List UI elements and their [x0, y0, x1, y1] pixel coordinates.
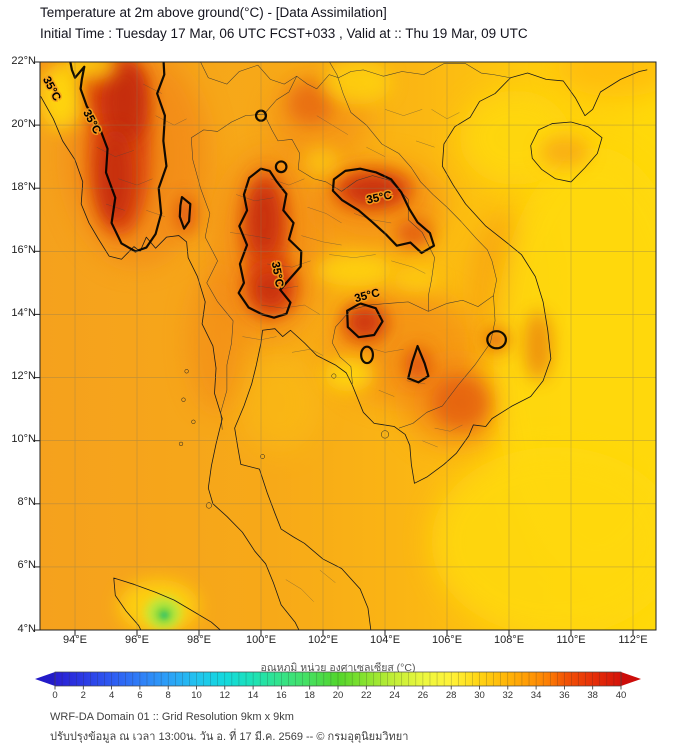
cb-tick-34: 34	[530, 690, 542, 701]
cb-tick-4: 4	[108, 690, 115, 701]
colorbar-right-arrow	[621, 672, 641, 686]
cb-tick-38: 38	[587, 690, 598, 701]
map-subtitle: Initial Time : Tuesday 17 Mar, 06 UTC FC…	[40, 26, 528, 41]
lat-tick-16n: 16°N	[11, 244, 36, 256]
cb-tick-40: 40	[615, 690, 627, 701]
contour-lines-35c	[69, 57, 505, 382]
lon-tick-106e: 106°E	[431, 634, 463, 646]
lon-tick-94e: 94°E	[63, 634, 87, 646]
colorbar-segment-separators	[61, 672, 615, 686]
colorbar-tick-marks	[54, 686, 622, 690]
cb-tick-22: 22	[361, 690, 372, 701]
lat-tick-10n: 10°N	[11, 433, 36, 445]
map-canvas: 35°C 35°C 35°C 35°C 35°C	[40, 57, 656, 632]
lat-tick-14n: 14°N	[11, 307, 36, 319]
cb-tick-14: 14	[247, 690, 259, 701]
footer-domain-info: WRF-DA Domain 01 :: Grid Resolution 9km …	[50, 711, 294, 723]
colorbar-title: อุณหภูมิ หน่วย องศาเซลเซียส (°C)	[260, 662, 416, 674]
axis-ticks	[34, 61, 634, 636]
lon-tick-98e: 98°E	[187, 634, 211, 646]
cb-tick-26: 26	[417, 690, 429, 701]
lat-tick-20n: 20°N	[11, 118, 36, 130]
colorbar	[35, 671, 641, 690]
country-borders	[191, 59, 510, 430]
lat-tick-12n: 12°N	[11, 370, 36, 382]
sea-yellow-blobs	[239, 90, 656, 630]
lon-tick-102e: 102°E	[307, 634, 339, 646]
lat-tick-8n: 8°N	[17, 496, 36, 508]
lat-tick-6n: 6°N	[17, 559, 36, 571]
lon-tick-100e: 100°E	[245, 634, 277, 646]
footer-update-info: ปรับปรุงข้อมูล ณ เวลา 13:00น. วัน อ. ที่…	[50, 731, 409, 743]
lon-tick-108e: 108°E	[493, 634, 525, 646]
cb-tick-6: 6	[137, 690, 143, 701]
cb-tick-18: 18	[304, 690, 315, 701]
temperature-green-spot	[144, 596, 182, 630]
lon-tick-96e: 96°E	[125, 634, 149, 646]
graticule	[40, 62, 656, 630]
cb-tick-2: 2	[80, 690, 86, 701]
geo-layer	[40, 57, 656, 632]
coastline	[41, 70, 647, 632]
cb-tick-36: 36	[559, 690, 570, 701]
cb-tick-8: 8	[165, 690, 171, 701]
colorbar-gradient-bar	[55, 672, 621, 686]
map-title: Temperature at 2m above ground(°C) - [Da…	[40, 5, 387, 20]
colorbar-left-arrow	[35, 672, 55, 686]
cb-tick-10: 10	[191, 690, 202, 701]
colorbar-outline	[54, 671, 622, 687]
lat-tick-22n: 22°N	[11, 55, 36, 67]
lon-tick-110e: 110°E	[556, 634, 586, 646]
temperature-map: 35°C 35°C 35°C 35°C 35°C	[34, 57, 657, 636]
cb-tick-24: 24	[389, 690, 400, 701]
cb-tick-32: 32	[502, 690, 514, 701]
cb-tick-16: 16	[276, 690, 287, 701]
cb-tick-30: 30	[474, 690, 485, 701]
map-frame	[39, 61, 657, 631]
lat-tick-18n: 18°N	[11, 181, 36, 193]
cb-tick-20: 20	[332, 690, 344, 701]
lon-tick-112e: 112°E	[618, 634, 648, 646]
lat-tick-4n: 4°N	[17, 623, 36, 635]
lon-tick-104e: 104°E	[369, 634, 401, 646]
cb-tick-28: 28	[445, 690, 457, 701]
cb-tick-0: 0	[52, 690, 58, 701]
cb-tick-12: 12	[219, 690, 231, 701]
